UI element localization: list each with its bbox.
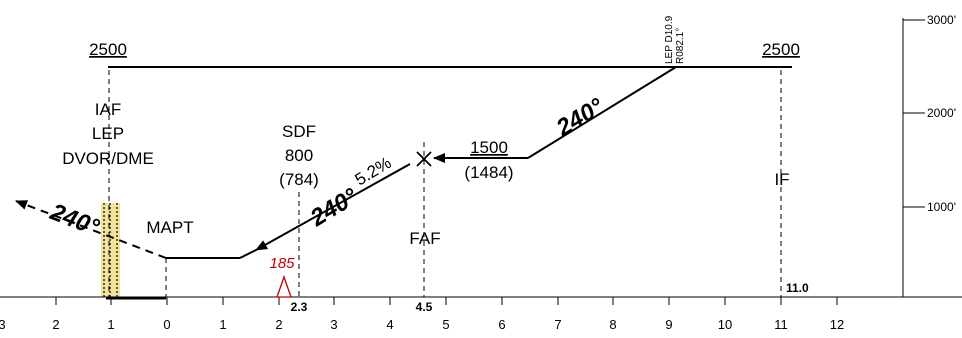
final-descent-lower: [239, 249, 257, 259]
axis-tick-label: 1: [219, 317, 226, 332]
if-distance: 11.0: [786, 281, 809, 295]
axis-tick-label: 4: [386, 317, 393, 332]
iaf-label: IAF: [95, 100, 121, 119]
sdf-distance: 2.3: [291, 300, 308, 314]
missed-heading-label: 240°: [46, 198, 103, 241]
axis-tick-label: 5: [442, 317, 449, 332]
axis-tick-label: 2: [52, 317, 59, 332]
axis-tick-label: 2: [275, 317, 282, 332]
faf-height: (1484): [464, 163, 513, 182]
final-descent: [255, 163, 411, 251]
lep-fix-line1: LEP D10.9: [664, 15, 675, 64]
faf-altitude: 1500: [470, 138, 508, 157]
axis-tick-label: 6: [498, 317, 505, 332]
obstacle-icon: [276, 275, 292, 298]
axis-tick-label: 7: [554, 317, 561, 332]
descent-segment-1: [527, 66, 677, 159]
altitude-scale: 3000' 2000' 1000': [902, 13, 956, 297]
alt-scale-label: 3000': [927, 13, 956, 27]
sdf-altitude: 800: [285, 146, 313, 165]
altitude-2500-left: 2500: [89, 40, 127, 59]
missed-approach-path: [15, 200, 167, 259]
axis-tick-label: 10: [718, 317, 732, 332]
faf-label: FAF: [409, 229, 440, 248]
iaf-dvor-label: DVOR/DME: [62, 149, 154, 168]
altitude-2500-right: 2500: [762, 40, 800, 59]
faf-cross-icon: [416, 151, 432, 167]
final-heading-label: 240°: [305, 183, 363, 232]
missed-approach-area: [101, 203, 120, 297]
alt-scale-label: 1000': [927, 200, 956, 214]
outbound-heading-label: 240°: [551, 93, 609, 142]
mapt-label: MAPT: [146, 218, 193, 237]
axis-tick-label: 0: [163, 317, 170, 332]
lep-fix-line2: R082.1°: [675, 28, 686, 64]
axis-tick-label: 9: [665, 317, 672, 332]
sdf-label: SDF: [282, 122, 316, 141]
axis-tick-label: 12: [830, 317, 844, 332]
alt-scale-label: 2000': [927, 106, 956, 120]
faf-distance: 4.5: [416, 300, 433, 314]
axis-tick-label: 8: [609, 317, 616, 332]
obstacle-label: 185: [269, 255, 295, 272]
iaf-lep-label: LEP: [92, 124, 124, 143]
if-label: IF: [774, 170, 789, 189]
axis-tick-label: 1: [107, 317, 114, 332]
sdf-height: (784): [279, 170, 319, 189]
axis-tick-label: 3: [330, 317, 337, 332]
axis-tick-label: 11: [774, 317, 788, 332]
axis-tick-label: 3: [0, 317, 6, 332]
distance-axis: 3 2 1 0 1 2 3 4 5 6 7 8 9 10 11 12: [0, 297, 844, 332]
